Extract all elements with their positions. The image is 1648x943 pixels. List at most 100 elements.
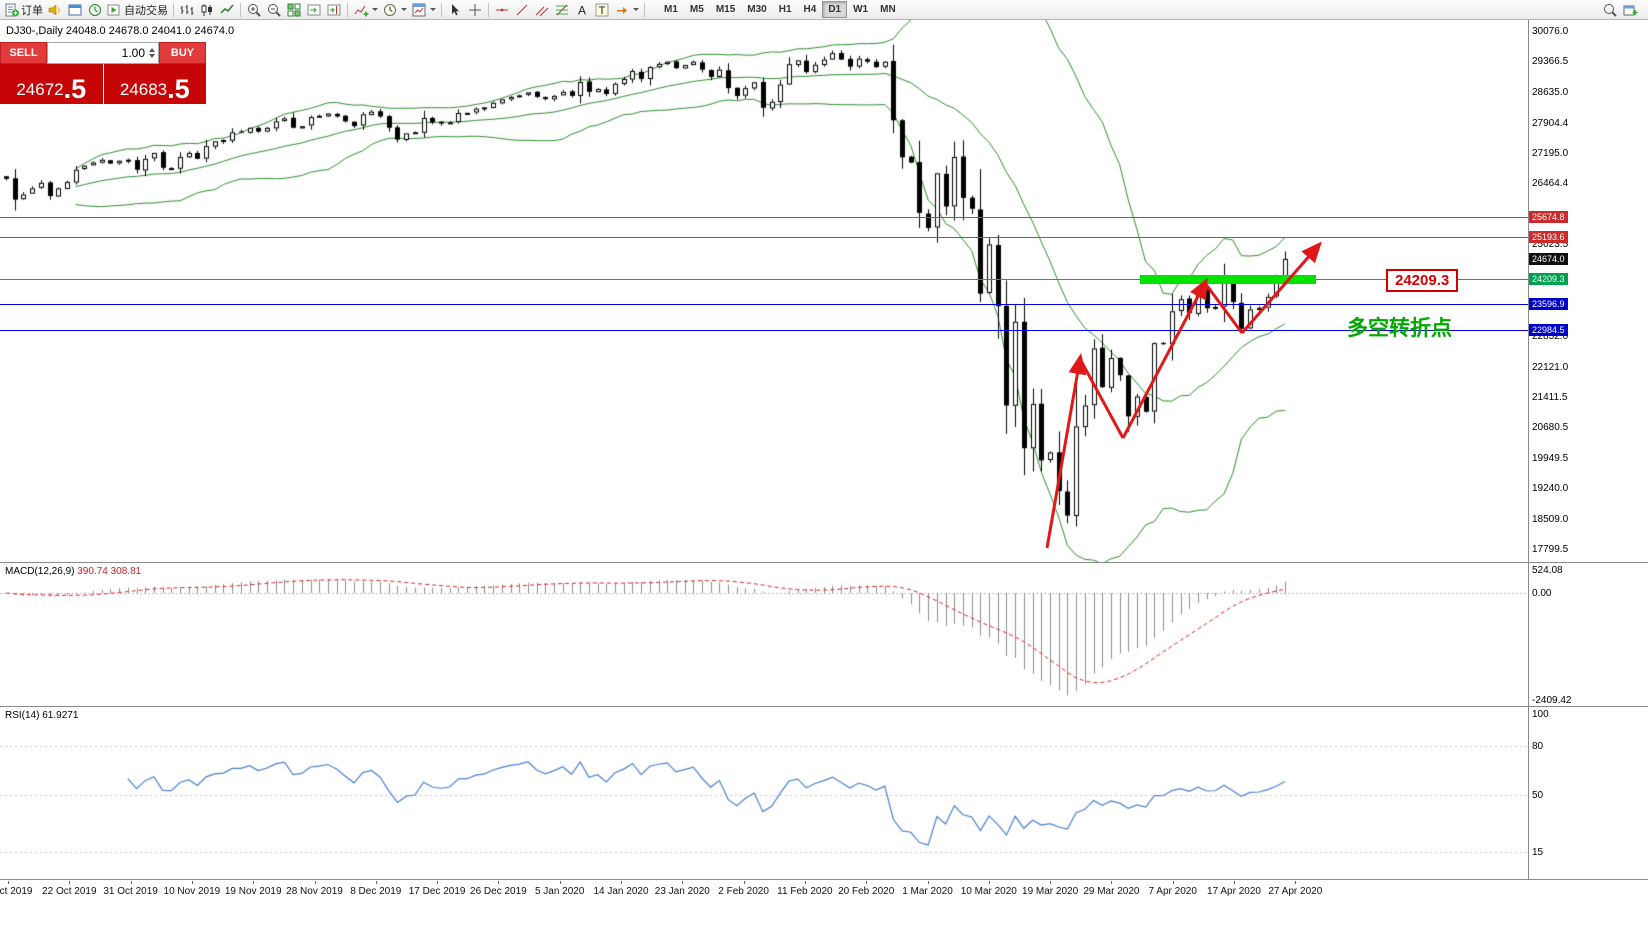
price-level-line[interactable] (0, 237, 1528, 238)
buy-price-button[interactable]: 24683.5 (102, 64, 206, 104)
buy-price-main: 24683 (119, 80, 168, 99)
search-icon (1602, 2, 1618, 18)
new-window-button[interactable] (1620, 1, 1640, 19)
timeframe-m15-button[interactable]: M15 (715, 4, 736, 15)
spin-up-icon[interactable] (149, 48, 155, 52)
price-axis-label: 28635.0 (1532, 87, 1569, 98)
tile-windows-button[interactable] (284, 1, 304, 19)
price-axis-label: 26464.4 (1532, 178, 1569, 189)
trendline-button[interactable] (512, 1, 532, 19)
date-axis-label: 11 Feb 2020 (777, 886, 833, 897)
timeframe-mn-button[interactable]: MN (880, 4, 896, 15)
toolbar-separator (240, 2, 241, 17)
price-level-line[interactable] (0, 330, 1528, 331)
tiles-icon (286, 2, 302, 18)
svg-text:T: T (599, 5, 606, 17)
date-axis[interactable]: 3 Oct 2019 22 Oct 2019 31 Oct 2019 10 Nov 2… (0, 881, 1648, 943)
rsi-indicator-label: RSI(14) 61.9271 (5, 710, 78, 721)
date-axis-label: 26 Dec 2019 (470, 886, 527, 897)
date-tick (191, 881, 193, 884)
autotrade-button[interactable]: 自动交易 (105, 1, 170, 19)
new-order-button[interactable]: 订单 (2, 1, 45, 19)
templates-button[interactable] (409, 1, 438, 19)
date-axis-label: 14 Jan 2020 (593, 886, 649, 897)
timeframe-d1-button[interactable]: D1 (822, 1, 848, 18)
date-axis-label: 10 Mar 2020 (960, 886, 1017, 897)
candles-icon (199, 2, 215, 18)
chart-window: DJ30-,Daily 24048.0 24678.0 24041.0 2467… (0, 20, 1648, 880)
horizontal-line-button[interactable] (492, 1, 512, 19)
price-axis-tag: 25674.8 (1529, 211, 1568, 223)
price-axis-label: 22121.0 (1532, 362, 1569, 373)
price-axis-label: 29366.5 (1532, 56, 1569, 67)
volume-stepper[interactable]: 1.00 (47, 42, 159, 64)
turning-point-note[interactable]: 多空转折点 (1347, 316, 1452, 340)
dropdown-arrow-icon (372, 8, 378, 11)
channel-button[interactable] (532, 1, 552, 19)
sell-price-button[interactable]: 24672.5 (0, 64, 103, 104)
spin-down-icon[interactable] (149, 54, 155, 58)
macd-axis-label: -2409.42 (1532, 695, 1572, 706)
date-axis-label: 17 Dec 2019 (408, 886, 466, 897)
indicators-button[interactable] (351, 1, 380, 19)
price-axis-label: 27195.0 (1532, 148, 1569, 159)
periods-button[interactable] (380, 1, 409, 19)
timeframe-h1-button[interactable]: H1 (778, 4, 792, 15)
auto-scroll-button[interactable] (304, 1, 324, 19)
clock-green-icon (87, 2, 103, 18)
price-chart-canvas[interactable] (0, 20, 1528, 880)
text-button[interactable]: A (572, 1, 592, 19)
shapes-button[interactable] (612, 1, 641, 19)
buy-price-fraction: .5 (167, 74, 190, 104)
textT-icon: T (594, 2, 610, 18)
buy-button[interactable]: BUY (159, 42, 206, 64)
candlestick-chart-button[interactable] (197, 1, 217, 19)
date-tick (1295, 881, 1297, 884)
svg-text:A: A (578, 3, 586, 17)
trendline-icon (514, 2, 530, 18)
volume-spin-arrows[interactable] (149, 48, 155, 58)
sound-alert-button[interactable] (45, 1, 65, 19)
price-callout-label[interactable]: 24209.3 (1386, 269, 1459, 292)
rsi-panel-separator[interactable] (0, 706, 1648, 707)
refresh-button[interactable] (85, 1, 105, 19)
crosshair-button[interactable] (465, 1, 485, 19)
timeframe-h4-button[interactable]: H4 (803, 4, 817, 15)
text-label-button[interactable]: T (592, 1, 612, 19)
date-tick (69, 881, 71, 884)
cursor-button[interactable] (445, 1, 465, 19)
zoom-out-icon (266, 2, 282, 18)
zoom-in-button[interactable] (244, 1, 264, 19)
bar-chart-button[interactable] (177, 1, 197, 19)
resistance-zone-rectangle[interactable] (1140, 275, 1316, 284)
timeframe-switcher: M1 M5 M15 M30 H1 H4 D1 W1 MN (658, 1, 902, 18)
market-watch-button[interactable] (65, 1, 85, 19)
zoom-out-button[interactable] (264, 1, 284, 19)
price-axis-label: 27904.4 (1532, 118, 1569, 129)
sell-button[interactable]: SELL (0, 42, 47, 64)
timeframe-m1-button[interactable]: M1 (664, 4, 678, 15)
date-axis-label: 27 Apr 2020 (1268, 886, 1323, 897)
date-tick (8, 881, 9, 884)
chart-shift-button[interactable] (324, 1, 344, 19)
macd-panel-separator[interactable] (0, 562, 1648, 563)
price-axis-tag: 23596.9 (1529, 298, 1568, 310)
search-button[interactable] (1600, 1, 1620, 19)
date-axis-label: 22 Oct 2019 (42, 886, 97, 897)
date-tick (1234, 881, 1235, 884)
toolbar-right-group (1600, 1, 1640, 19)
rsi-axis-label: 50 (1532, 790, 1544, 801)
fibonacci-button[interactable] (552, 1, 572, 19)
timeframe-m30-button[interactable]: M30 (747, 4, 767, 15)
price-axis-tag: 24209.3 (1529, 273, 1568, 285)
price-level-line[interactable] (0, 279, 1528, 280)
play-icon (107, 2, 123, 18)
one-click-trading-panel: SELL 1.00 BUY 24672.5 24683.5 (0, 42, 206, 104)
timeframe-w1-button[interactable]: W1 (853, 4, 869, 15)
price-level-line[interactable] (0, 304, 1528, 305)
crosshair-icon (467, 2, 483, 18)
date-tick (743, 881, 745, 884)
line-chart-button[interactable] (217, 1, 237, 19)
price-level-line[interactable] (0, 217, 1528, 218)
timeframe-m5-button[interactable]: M5 (689, 4, 704, 15)
